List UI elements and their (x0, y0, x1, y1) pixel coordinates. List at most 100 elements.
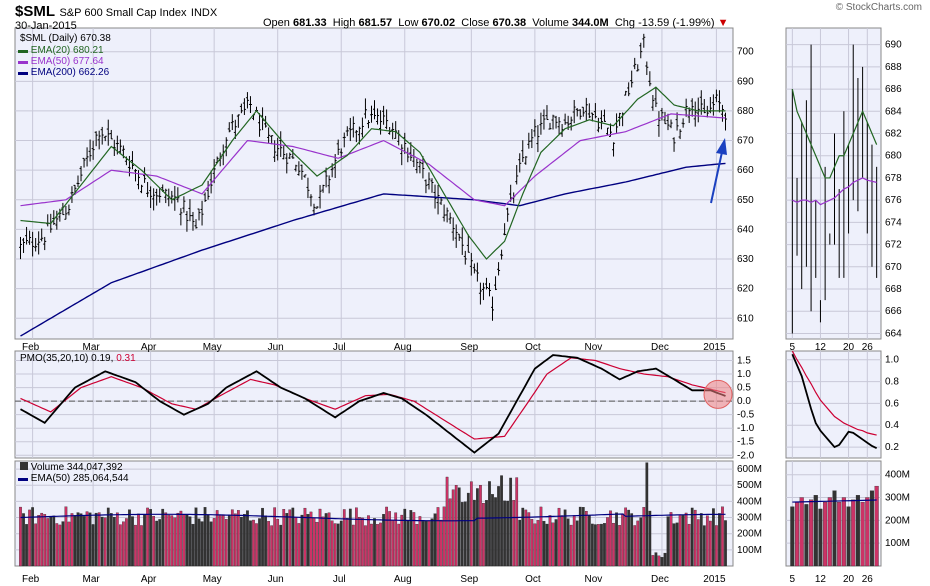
volume-bar (97, 512, 101, 567)
volume-bar (103, 517, 107, 567)
volume-bar (566, 518, 570, 567)
volume-bar (367, 515, 370, 567)
volume-bar (200, 521, 204, 567)
volume-bar (403, 508, 407, 567)
y-tick-label: 600M (737, 464, 762, 475)
volume-bar (106, 507, 110, 567)
volume-bar (70, 513, 74, 567)
volume-bar (176, 512, 180, 567)
volume-bar (509, 477, 513, 567)
volume-bar (55, 523, 59, 567)
legend-ema50-swatch: ▬ (18, 56, 28, 67)
y-tick-label: 620 (737, 284, 754, 295)
volume-bar (560, 515, 564, 567)
volume-value: 344.0M (572, 17, 609, 29)
volume-bar (409, 510, 413, 567)
zoom-y-tick-label: 680 (885, 151, 902, 162)
volume-bar (309, 511, 313, 567)
volume-bar (31, 507, 34, 567)
volume-bar (421, 521, 425, 567)
price-panel (14, 27, 734, 340)
ema200-line (20, 162, 726, 337)
volume-bar (584, 511, 588, 567)
legend-volume: Volume 344,047,392 (20, 462, 123, 473)
zoom-y-tick-label: 400M (885, 470, 910, 481)
x-tick-label: 2015 (703, 342, 726, 353)
volume-bar (243, 514, 246, 567)
y-tick-label: 400M (737, 496, 762, 507)
volume-bar (376, 524, 379, 567)
volume-bar (654, 552, 658, 567)
volume-bar (267, 521, 270, 567)
x-tick-label: Feb (22, 574, 40, 585)
volume-bar (255, 523, 258, 567)
volume-bar (300, 514, 304, 567)
volume-bar (79, 513, 83, 567)
volume-bar (233, 513, 237, 567)
volume-bar (382, 513, 385, 567)
volume-bar (715, 525, 718, 567)
volume-bar (684, 512, 688, 567)
volume-bar (40, 512, 44, 567)
volume-bar (82, 516, 86, 567)
zoom-volume-bar (837, 501, 842, 567)
y-tick-label: -1.5 (737, 437, 755, 448)
zoom-y-tick-label: 676 (885, 195, 902, 206)
volume-bar (64, 506, 68, 567)
ohlc-readout: Open 681.33 High 681.57 Low 670.02 Close… (263, 17, 728, 29)
volume-bar (557, 507, 561, 567)
zoom-volume-bar (874, 485, 879, 567)
y-tick-label: -1.0 (737, 423, 755, 434)
volume-bar (472, 499, 476, 567)
pmo-line (20, 354, 726, 454)
zoom-volume-bar (804, 504, 809, 567)
x-tick-label: Oct (525, 574, 541, 585)
symbol: $SML (15, 3, 56, 20)
x-tick-label: May (203, 342, 222, 353)
volume-bar (518, 519, 522, 567)
zoom-y-tick-label: 0.4 (885, 420, 899, 431)
volume-bar (424, 520, 428, 567)
zoom-x-tick-label: 20 (843, 574, 855, 585)
x-tick-label: Dec (651, 342, 669, 353)
volume-bar (460, 502, 464, 567)
x-tick-label: Aug (394, 342, 412, 353)
volume-bar (164, 512, 168, 567)
volume-bar (73, 515, 77, 567)
volume-bar (642, 507, 646, 567)
volume-bar (506, 500, 510, 567)
volume-bar (297, 523, 301, 567)
volume-bar (597, 524, 600, 567)
volume-bar (315, 521, 319, 567)
volume-bar (333, 523, 337, 567)
y-tick-label: 680 (737, 106, 754, 117)
volume-bar (612, 522, 615, 567)
volume-bar (279, 524, 283, 567)
exchange: INDX (190, 7, 218, 19)
volume-bar (572, 515, 576, 567)
zoom-x-tick-label: 5 (790, 574, 796, 585)
volume-bar (539, 506, 543, 567)
volume-bar (415, 524, 419, 567)
volume-bar (249, 520, 252, 567)
volume-bar (457, 487, 461, 567)
volume-bar (454, 485, 458, 567)
volume-bar (173, 517, 177, 567)
volume-bar (61, 521, 65, 567)
x-tick-label: Jun (268, 574, 284, 585)
volume-bar (639, 517, 643, 567)
volume-bar (451, 489, 455, 567)
volume-bar (681, 515, 685, 567)
zoom-y-tick-label: 200M (885, 515, 910, 526)
y-tick-label: 300M (737, 513, 762, 524)
volume-bar (327, 512, 331, 567)
volume-bar (28, 509, 31, 567)
volume-bar (627, 509, 631, 567)
zoom-volume-bar (823, 501, 828, 567)
zoom-y-tick-label: 682 (885, 129, 902, 140)
volume-bar (488, 481, 491, 567)
volume-bar (594, 524, 597, 567)
chg-label: Chg (614, 17, 636, 29)
volume-bar (227, 515, 231, 567)
zoom-volume-bar (855, 495, 860, 567)
